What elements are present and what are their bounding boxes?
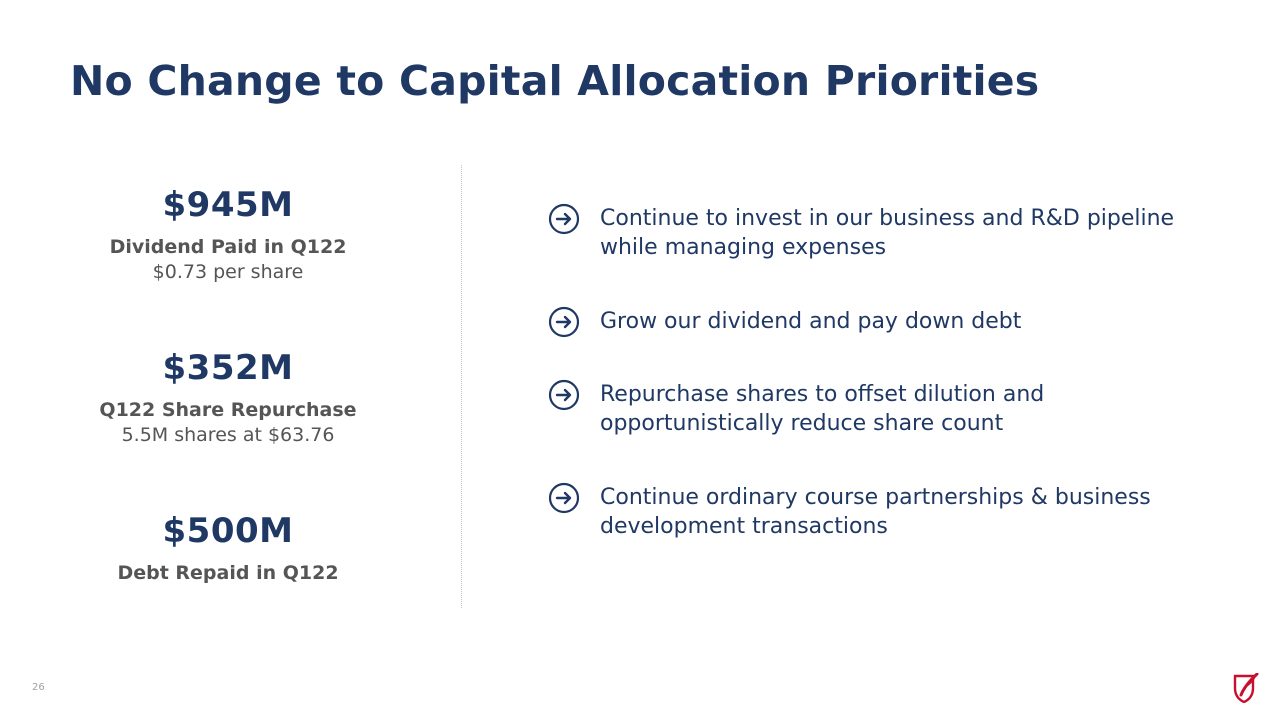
- priority-text: Continue to invest in our business and R…: [600, 204, 1174, 262]
- circled-right-arrow-icon: [548, 482, 580, 514]
- stat-debt-repaid: $500M Debt Repaid in Q122: [68, 514, 388, 585]
- stat-label: Debt Repaid in Q122: [117, 562, 339, 584]
- priority-line: Continue ordinary course partnerships & …: [600, 485, 1151, 510]
- stat-dividend: $945M Dividend Paid in Q122 $0.73 per sh…: [68, 188, 388, 285]
- priority-line: Repurchase shares to offset dilution and: [600, 382, 1045, 407]
- stat-value: $352M: [162, 348, 294, 388]
- page-number: 26: [32, 682, 45, 693]
- priority-item: Grow our dividend and pay down debt: [548, 306, 1188, 338]
- priority-item: Continue to invest in our business and R…: [548, 203, 1188, 262]
- stat-label: Dividend Paid in Q122: [109, 236, 347, 258]
- stat-subtext: 5.5M shares at $63.76: [121, 424, 335, 446]
- stat-subtext: $0.73 per share: [152, 261, 304, 283]
- company-logo-icon: [1233, 673, 1259, 703]
- priority-line: Grow our dividend and pay down debt: [600, 309, 1022, 334]
- stat-share-repurchase: $352M Q122 Share Repurchase 5.5M shares …: [68, 351, 388, 448]
- priority-line: opportunistically reduce share count: [600, 411, 1004, 436]
- stat-value: $500M: [162, 511, 294, 551]
- priority-line: Continue to invest in our business and R…: [600, 206, 1175, 231]
- circled-right-arrow-icon: [548, 379, 580, 411]
- priority-text: Continue ordinary course partnerships & …: [600, 483, 1151, 541]
- priority-item: Continue ordinary course partnerships & …: [548, 482, 1188, 541]
- stat-value: $945M: [162, 185, 294, 225]
- priority-line: development transactions: [600, 514, 888, 539]
- vertical-divider: [461, 165, 462, 608]
- priority-item: Repurchase shares to offset dilution and…: [548, 379, 1188, 438]
- priority-text: Grow our dividend and pay down debt: [600, 307, 1021, 336]
- priority-line: while managing expenses: [600, 235, 887, 260]
- stat-label: Q122 Share Repurchase: [99, 399, 357, 421]
- circled-right-arrow-icon: [548, 203, 580, 235]
- slide-title: No Change to Capital Allocation Prioriti…: [70, 57, 1040, 105]
- circled-right-arrow-icon: [548, 306, 580, 338]
- priority-text: Repurchase shares to offset dilution and…: [600, 380, 1044, 438]
